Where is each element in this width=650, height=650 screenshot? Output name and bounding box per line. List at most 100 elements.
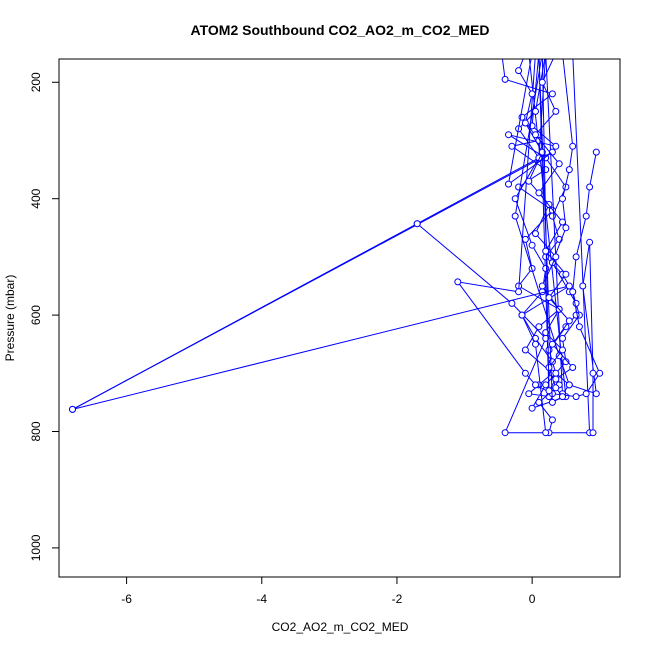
data-point [562,224,570,232]
data-point [548,416,556,424]
data-point [559,334,566,342]
data-point [501,429,509,437]
data-point [542,253,550,261]
data-point [515,67,523,75]
data-point [532,131,539,139]
series-layer [69,59,604,437]
y-tick-label: 600 [29,305,43,325]
series-line [72,59,570,434]
data-point [579,282,587,290]
data-point [518,311,526,319]
y-axis: 200 400 600 800 1000 [29,72,60,561]
data-point [592,390,600,398]
data-point [538,282,546,290]
data-point [589,369,597,377]
x-tick-label: -2 [392,592,403,606]
y-tick-label: 200 [29,72,43,92]
data-point [565,282,573,290]
data-point [552,375,560,383]
y-tick-label: 800 [29,421,43,441]
data-point [508,299,516,307]
data-point [565,166,573,174]
data-point [521,369,529,377]
data-point [515,288,523,296]
data-point [505,131,512,139]
data-point [511,212,519,220]
data-point [501,75,509,83]
y-axis-label: Pressure (mbar) [3,275,17,362]
data-point [589,429,597,437]
data-point [552,253,560,261]
data-point [569,142,577,150]
data-point [586,183,594,191]
data-point [521,346,529,354]
data-point [565,381,573,389]
data-point [542,329,550,337]
data-point [525,390,533,398]
series-line [534,59,574,393]
series-3 [69,59,573,437]
data-point [552,107,560,115]
data-point [532,230,539,238]
data-point [542,381,550,389]
data-point [562,270,570,278]
x-axis-label: CO2_AO2_m_CO2_MED [272,620,409,634]
data-point [572,393,580,401]
series-7 [532,59,577,395]
data-point [535,398,543,406]
x-axis: -6 -4 -2 0 [121,576,536,606]
data-point [565,317,573,325]
data-point [548,340,556,348]
data-point [572,311,580,319]
data-point [532,340,539,348]
y-tick-label: 1000 [29,534,43,561]
data-point [538,78,546,86]
data-point [569,288,577,296]
data-point [521,119,529,127]
data-point [555,160,563,168]
data-point [535,189,543,197]
data-point [548,90,556,98]
data-point [575,323,583,331]
data-point [586,238,594,246]
data-point [559,195,566,203]
data-point [69,405,76,413]
x-tick-label: -4 [256,592,267,606]
data-point [535,323,543,331]
data-point [572,253,580,261]
data-point [528,241,536,249]
y-tick-label: 400 [29,188,43,208]
data-point [545,294,553,302]
data-point [532,381,539,389]
data-point [552,142,560,150]
data-point [582,212,590,220]
data-point [542,247,550,255]
data-point [454,278,462,286]
data-point [528,90,536,98]
data-point [552,384,560,392]
data-point [559,346,566,354]
data-point [413,220,421,228]
chart-title: ATOM2 Southbound CO2_AO2_m_CO2_MED [191,22,490,38]
series-2 [454,59,604,401]
data-point [525,177,533,185]
data-point [559,218,566,226]
data-point [569,364,577,371]
data-point [545,346,553,354]
data-point [596,369,604,377]
data-point [559,393,566,401]
data-point [548,398,556,406]
data-point [508,142,516,150]
data-point [542,429,550,437]
data-point [592,148,600,156]
data-point [552,369,560,377]
data-point [545,387,553,395]
data-point [562,358,570,366]
data-point [505,180,512,188]
data-point [548,212,556,220]
x-tick-label: -6 [121,592,132,606]
data-point [572,299,580,307]
x-tick-label: 0 [529,592,536,606]
